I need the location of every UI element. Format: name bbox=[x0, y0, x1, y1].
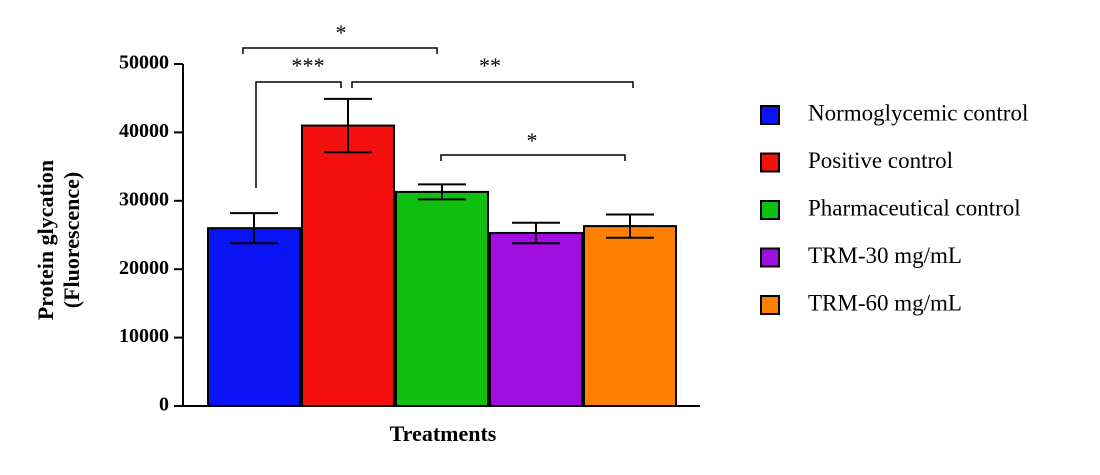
bar bbox=[301, 124, 395, 407]
y-tick-label: 0 bbox=[159, 394, 169, 416]
legend-label: TRM-30 mg/mL bbox=[808, 243, 962, 268]
legend-swatch bbox=[760, 200, 780, 220]
bar bbox=[583, 225, 677, 407]
y-tick-label: 50000 bbox=[119, 52, 169, 74]
y-axis-title: Protein glycation (Fluorescence) bbox=[33, 160, 84, 320]
significance-label: * bbox=[527, 128, 538, 153]
legend-swatch bbox=[760, 152, 780, 173]
x-axis-title: Treatments bbox=[390, 421, 497, 446]
y-tick-label: 40000 bbox=[119, 120, 169, 142]
legend-label: Pharmaceutical control bbox=[808, 195, 1021, 220]
bar bbox=[489, 231, 583, 407]
legend-label: TRM-60 mg/mL bbox=[808, 290, 962, 315]
legend-label: Normoglycemic control bbox=[808, 100, 1028, 125]
legend-swatch bbox=[760, 247, 780, 268]
y-tick-label: 30000 bbox=[119, 188, 169, 210]
significance-bracket bbox=[351, 81, 634, 88]
significance-label: *** bbox=[292, 53, 325, 78]
y-tick-label: 20000 bbox=[119, 257, 169, 279]
significance-bracket bbox=[242, 47, 438, 54]
significance-bracket bbox=[255, 81, 342, 188]
y-tick-label: 10000 bbox=[119, 325, 169, 347]
legend-swatch bbox=[760, 105, 780, 125]
significance-label: * bbox=[336, 20, 347, 45]
bar bbox=[395, 190, 489, 407]
bar bbox=[207, 227, 301, 407]
legend-swatch bbox=[760, 295, 780, 315]
significance-bracket bbox=[440, 154, 626, 161]
legend-label: Positive control bbox=[808, 148, 953, 173]
significance-label: ** bbox=[479, 53, 501, 78]
y-axis-title-line: (Fluorescence) bbox=[59, 172, 84, 308]
y-axis-title-line: Protein glycation bbox=[33, 160, 58, 320]
